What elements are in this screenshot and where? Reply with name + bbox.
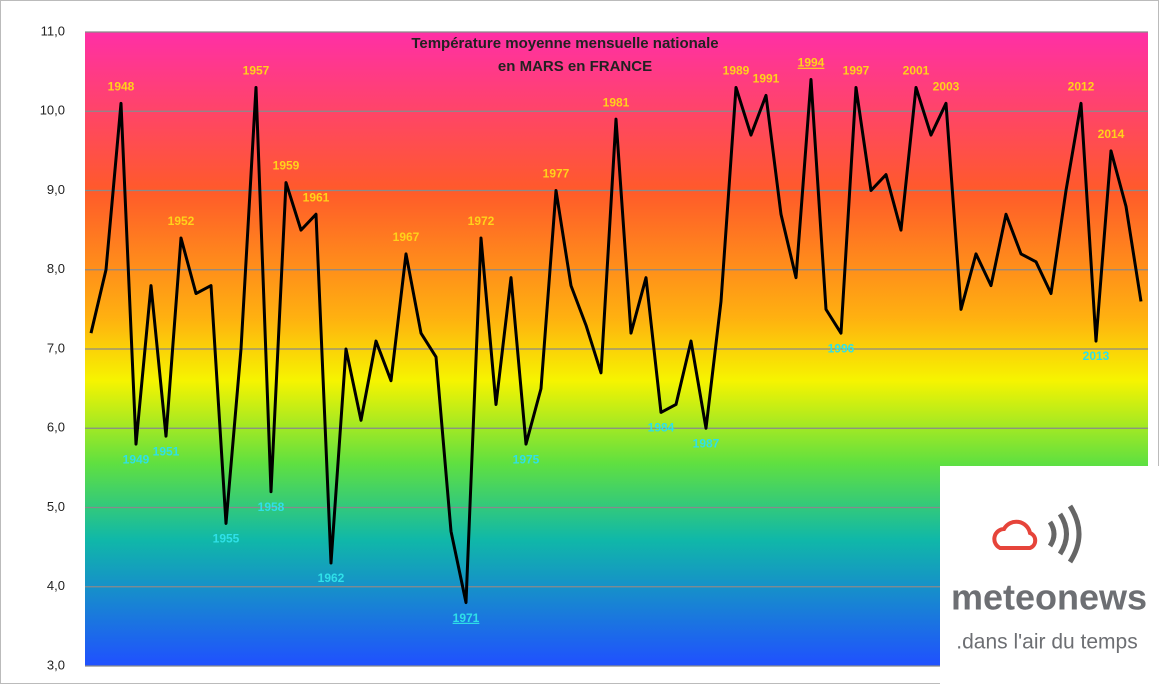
logo-waves: [1047, 504, 1082, 564]
logo-icon: [992, 519, 1038, 550]
year-label: 1961: [303, 190, 330, 204]
year-label: 1989: [723, 64, 750, 78]
y-tick-label: 11,0: [41, 23, 65, 38]
logo-name: meteonews: [951, 577, 1147, 618]
year-label: 1994: [798, 56, 825, 70]
year-label: 2012: [1068, 79, 1095, 93]
year-label: 1997: [843, 64, 870, 78]
year-label: 1967: [393, 230, 420, 244]
year-label: 1951: [153, 444, 180, 458]
year-label: 2003: [933, 79, 960, 93]
year-label: 1958: [258, 500, 285, 514]
y-tick-label: 6,0: [47, 420, 65, 435]
y-tick-label: 8,0: [47, 261, 65, 276]
y-tick-label: 7,0: [47, 340, 65, 355]
y-tick-label: 10,0: [40, 103, 65, 118]
logo-tagline: .dans l'air du temps: [956, 631, 1137, 654]
year-label: 2013: [1083, 349, 1110, 363]
logo: meteonews .dans l'air du temps: [940, 466, 1159, 684]
year-label: 1959: [273, 159, 300, 173]
year-label: 1962: [318, 571, 345, 585]
y-tick-label: 9,0: [47, 182, 65, 197]
year-label: 2001: [903, 64, 930, 78]
year-label: 1977: [543, 167, 570, 181]
year-label: 2014: [1098, 127, 1125, 141]
year-label: 1984: [648, 421, 675, 435]
year-label: 1952: [168, 214, 195, 228]
year-label: 1981: [603, 95, 630, 109]
year-label: 1971: [453, 611, 480, 625]
year-label: 1996: [828, 341, 855, 355]
logo-box: [940, 466, 1159, 684]
year-label: 1957: [243, 64, 270, 78]
year-label: 1948: [108, 79, 135, 93]
year-label: 1949: [123, 452, 150, 466]
y-tick-label: 5,0: [47, 499, 65, 514]
y-tick-label: 3,0: [47, 657, 65, 672]
year-label: 1991: [753, 72, 780, 86]
year-label: 1955: [213, 532, 240, 546]
year-label: 1972: [468, 214, 495, 228]
y-tick-label: 4,0: [47, 578, 65, 593]
chart-title: en MARS en FRANCE: [498, 58, 652, 75]
year-label: 1987: [693, 436, 720, 450]
data-line: [89, 78, 1143, 605]
year-label: 1975: [513, 452, 540, 466]
chart-title: Température moyenne mensuelle nationale: [411, 35, 718, 52]
